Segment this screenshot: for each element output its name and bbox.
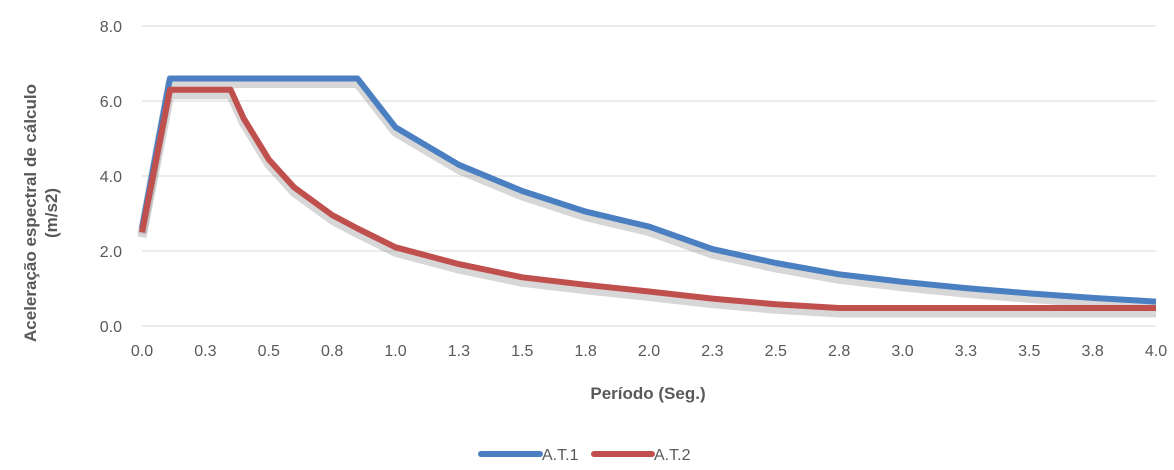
y-tick-label: 0.0 — [100, 319, 122, 336]
series-line-2 — [139, 86, 1156, 311]
legend-label-at1: A.T.1 — [542, 447, 579, 464]
x-tick-label: 1.3 — [448, 343, 470, 360]
series-line-1 — [139, 75, 1157, 305]
y-axis-ticks: 0.0 2.0 4.0 6.0 8.0 — [100, 19, 122, 336]
grid-lines — [142, 25, 1156, 327]
x-tick-label: 3.3 — [955, 343, 977, 360]
y-axis-title: Aceleração espectral de cálculo (m/s2) — [21, 84, 61, 342]
x-tick-label: 1.8 — [575, 343, 597, 360]
x-axis-ticks: 0.0 0.3 0.5 0.8 1.0 1.3 1.5 1.8 2.0 2.3 2.5 2.8 3.0 3… — [131, 343, 1167, 360]
x-tick-label: 2.0 — [638, 343, 660, 360]
series-layer — [137, 75, 1157, 318]
y-tick-label: 4.0 — [100, 169, 122, 186]
x-tick-label: 0.5 — [258, 343, 280, 360]
x-tick-label: 0.3 — [194, 343, 216, 360]
y-tick-label: 6.0 — [100, 94, 122, 111]
y-tick-label: 8.0 — [100, 19, 122, 36]
x-tick-label: 2.8 — [828, 343, 850, 360]
x-tick-label: 0.0 — [131, 343, 153, 360]
x-axis-title: Período (Seg.) — [590, 384, 705, 403]
series-shadow-1 — [137, 79, 1157, 312]
x-tick-label: 0.8 — [321, 343, 343, 360]
y-tick-label: 2.0 — [100, 244, 122, 261]
x-tick-label: 3.5 — [1018, 343, 1040, 360]
legend: A.T.1 A.T.2 — [478, 447, 691, 464]
x-tick-label: 2.3 — [701, 343, 723, 360]
y-axis-title-line2: (m/s2) — [42, 188, 61, 238]
x-tick-label: 4.0 — [1145, 343, 1167, 360]
x-tick-label: 1.5 — [511, 343, 533, 360]
x-tick-label: 2.5 — [765, 343, 787, 360]
y-axis-title-line1: Aceleração espectral de cálculo — [21, 84, 40, 342]
x-tick-label: 3.0 — [891, 343, 913, 360]
x-tick-label: 3.8 — [1082, 343, 1104, 360]
series-shadow-2 — [137, 90, 1156, 318]
x-tick-label: 1.0 — [384, 343, 406, 360]
legend-label-at2: A.T.2 — [654, 447, 691, 464]
